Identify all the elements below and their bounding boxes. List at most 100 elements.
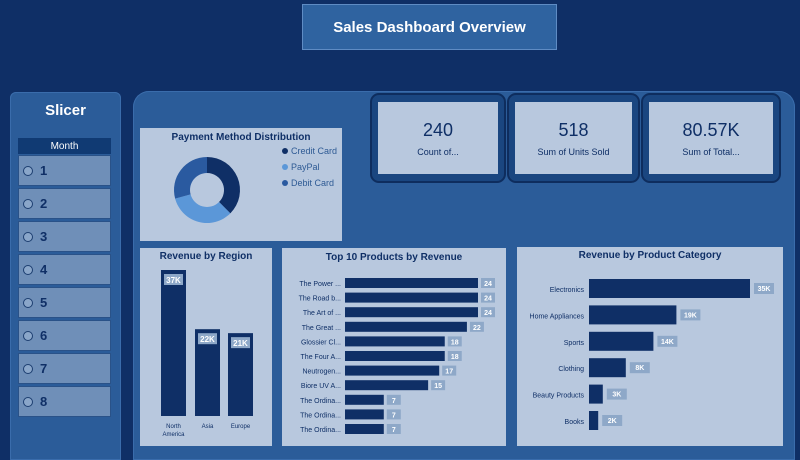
data-label-bg	[629, 362, 650, 374]
data-label-bg	[386, 424, 401, 434]
data-label-bg	[442, 365, 457, 376]
kpi-label: Count of...	[417, 146, 459, 157]
revenue-by-region-card[interactable]: Revenue by Region 37K North America 22K Asia…	[140, 248, 272, 446]
tick-label: America	[162, 432, 185, 438]
tick-label: The Ordina...	[300, 412, 341, 419]
slicer-item-month-7[interactable]: 7	[18, 353, 111, 384]
tick-label: Home Appliances	[530, 313, 585, 320]
tick-label: The Four A...	[301, 354, 342, 361]
donut-slice[interactable]	[174, 157, 207, 199]
data-label-bg	[680, 309, 701, 321]
tick-label: Beauty Products	[533, 393, 585, 400]
product-bar[interactable]	[345, 409, 384, 420]
product-bar[interactable]	[345, 394, 384, 405]
category-bar[interactable]	[589, 331, 654, 351]
data-label: 24	[484, 296, 492, 303]
data-label-bg	[469, 321, 484, 332]
tick-label: Europe	[231, 424, 251, 430]
tick-label: The Ordina...	[300, 427, 341, 434]
data-label-bg	[481, 307, 495, 318]
chart-title: Revenue by Product Category	[578, 250, 722, 261]
data-label-bg	[481, 278, 495, 288]
radio-button-icon[interactable]	[23, 231, 33, 242]
product-bar[interactable]	[345, 424, 384, 434]
radio-button-icon[interactable]	[23, 297, 33, 308]
kpi-card-total[interactable]: 80.57K Sum of Total...	[641, 93, 781, 183]
tick-label: Glossier Cl...	[301, 339, 341, 346]
data-label-bg	[164, 274, 183, 285]
category-bar[interactable]	[589, 305, 677, 325]
legend-dot	[282, 148, 288, 154]
radio-button-icon[interactable]	[23, 396, 33, 407]
tick-label: Asia	[202, 424, 214, 430]
legend-dot	[282, 180, 288, 186]
slicer-item-month-1[interactable]: 1	[18, 155, 111, 186]
slicer-item-month-6[interactable]: 6	[18, 320, 111, 351]
slicer-item-month-5[interactable]: 5	[18, 287, 111, 318]
payment-method-chart-card[interactable]: Payment Method Distribution Credit Card P…	[140, 128, 342, 241]
product-bar[interactable]	[345, 351, 445, 361]
data-label-bg	[606, 388, 627, 400]
radio-button-icon[interactable]	[23, 198, 33, 209]
product-bar[interactable]	[345, 365, 440, 376]
tick-label: The Power ...	[299, 281, 341, 288]
slicer-item-label: 8	[40, 394, 48, 409]
chart-title: Revenue by Region	[159, 251, 253, 262]
data-label: 37K	[166, 276, 181, 285]
data-label: 21K	[233, 339, 248, 348]
radio-button-icon[interactable]	[23, 363, 33, 374]
tick-label: Electronics	[550, 287, 585, 294]
data-label: 15	[434, 383, 442, 390]
product-bar[interactable]	[345, 321, 467, 332]
product-bar[interactable]	[345, 278, 478, 288]
data-label: 7	[392, 427, 396, 434]
data-label: 19K	[684, 312, 697, 319]
donut-slice[interactable]	[207, 157, 241, 214]
kpi-card-count[interactable]: 240 Count of...	[370, 93, 506, 183]
radio-button-icon[interactable]	[23, 165, 33, 176]
legend-dot	[282, 164, 288, 170]
data-label-bg	[447, 351, 462, 361]
kpi-value: 518	[558, 119, 589, 140]
category-bar[interactable]	[589, 411, 599, 430]
category-bar[interactable]	[589, 384, 603, 404]
slicer-title: Slicer	[45, 102, 86, 119]
data-label: 35K	[758, 286, 771, 293]
product-bar[interactable]	[345, 336, 445, 347]
slicer-item-month-2[interactable]: 2	[18, 188, 111, 219]
data-label-bg	[231, 337, 250, 349]
category-bar-chart: Electronics 35K Home Appliances 19K Sports 14…	[530, 279, 774, 430]
radio-button-icon[interactable]	[23, 264, 33, 275]
tick-label: North	[166, 424, 181, 430]
tick-label: The Art of ...	[303, 310, 341, 317]
tick-label: Clothing	[558, 366, 584, 373]
category-bar[interactable]	[589, 279, 750, 298]
slicer-item-month-4[interactable]: 4	[18, 254, 111, 285]
tick-label: Books	[565, 419, 585, 426]
revenue-by-category-card[interactable]: Revenue by Product Category Electronics 3…	[517, 247, 783, 446]
kpi-value: 240	[422, 119, 454, 140]
data-label: 7	[392, 398, 396, 405]
data-label: 22K	[200, 335, 215, 344]
legend-label: PayPal	[291, 162, 320, 172]
top-products-card[interactable]: Top 10 Products by Revenue The Power ...…	[282, 248, 506, 446]
donut-slice[interactable]	[175, 194, 231, 224]
tick-label: The Ordina...	[300, 398, 341, 405]
product-bar[interactable]	[345, 307, 478, 318]
product-bar[interactable]	[345, 292, 478, 303]
tick-label: Biore UV A...	[301, 383, 341, 390]
region-bar[interactable]	[161, 270, 186, 416]
radio-button-icon[interactable]	[23, 330, 33, 341]
chart-title: Payment Method Distribution	[171, 132, 311, 143]
category-bar[interactable]	[589, 358, 626, 378]
slicer-item-label: 5	[40, 295, 48, 310]
tick-label: Neutrogen...	[302, 369, 341, 376]
slicer-item-label: 2	[40, 196, 48, 211]
data-label: 24	[484, 310, 492, 317]
slicer-item-month-3[interactable]: 3	[18, 221, 111, 252]
slicer-item-month-8[interactable]: 8	[18, 386, 111, 417]
data-label-bg	[386, 409, 401, 420]
kpi-card-units-sold[interactable]: 518 Sum of Units Sold	[507, 93, 640, 183]
data-label: 3K	[612, 392, 621, 399]
product-bar[interactable]	[345, 380, 429, 391]
